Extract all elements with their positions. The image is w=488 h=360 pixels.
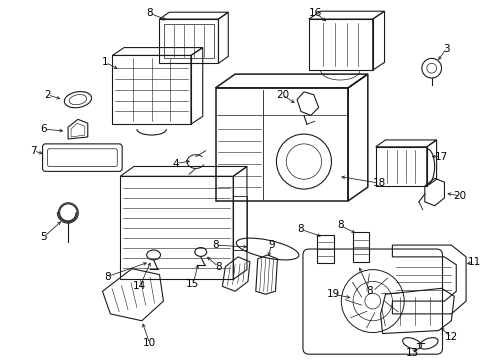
Text: 13: 13 [405,348,418,358]
Text: 18: 18 [372,178,386,188]
Text: 7: 7 [30,146,37,156]
Text: 2: 2 [44,90,51,100]
Text: 1: 1 [102,57,108,67]
Text: 12: 12 [444,333,457,342]
Text: 6: 6 [40,124,47,134]
Text: 20: 20 [275,90,288,100]
Text: 8: 8 [146,8,153,18]
Text: 20: 20 [453,191,466,201]
Text: 5: 5 [40,232,47,242]
Text: 4: 4 [173,158,179,168]
Text: 14: 14 [133,282,146,291]
Text: 8: 8 [336,220,343,230]
Text: 10: 10 [143,338,156,348]
Text: 11: 11 [467,257,480,267]
Text: 8: 8 [215,262,222,272]
Text: 9: 9 [267,240,274,250]
Text: 8: 8 [212,240,218,250]
Text: 19: 19 [326,289,339,299]
Text: 17: 17 [434,152,447,162]
Text: 8: 8 [366,286,372,296]
Text: 16: 16 [308,8,322,18]
Text: 8: 8 [104,271,110,282]
Text: 3: 3 [442,44,449,54]
Text: 15: 15 [186,279,199,289]
Text: 8: 8 [297,224,304,234]
